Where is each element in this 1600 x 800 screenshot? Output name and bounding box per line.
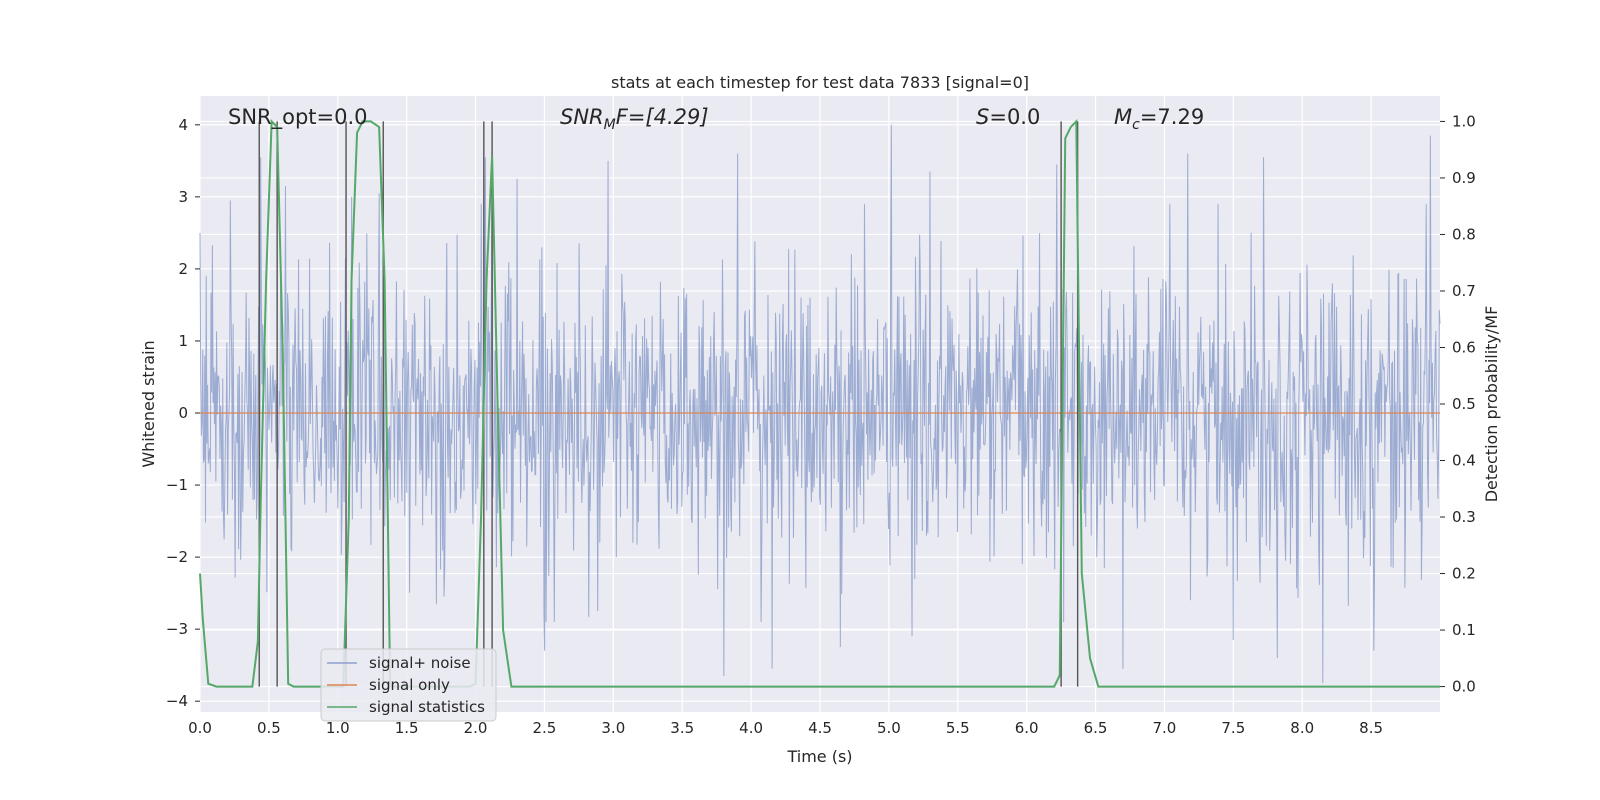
y-tick-label: −3 [166,620,188,638]
y-tick-label: 0 [178,404,188,422]
legend-label-signal-statistics: signal statistics [369,698,485,716]
annotations: SNR_opt=0.0 SNRMF=[4.29] S=0.0 Mc=7.29 [228,105,1204,133]
y2-tick-label: 0.5 [1452,395,1476,413]
legend: signal+ noise signal only signal statist… [320,648,497,722]
x-tick-label: 7.0 [1153,719,1177,737]
x-tick-label: 4.5 [808,719,832,737]
legend-label-signal-only: signal only [369,676,450,694]
x-axis-ticks: 0.0 0.5 1.0 1.5 2.0 2.5 3.0 3.5 4.0 4.5 5.0 5.5 6.0 6… [188,719,1383,737]
y-tick-label: −4 [166,692,188,710]
x-axis-label: Time (s) [786,747,852,766]
x-tick-label: 6.0 [1015,719,1039,737]
annotation-s-tail: =0.0 [989,105,1040,129]
annotation-mc-sub: c [1132,117,1140,133]
x-tick-label: 1.5 [395,719,419,737]
x-tick-label: 0.0 [188,719,212,737]
y2-tick-label: 0.0 [1452,678,1476,696]
series-signal-statistics [199,119,1440,688]
y2-tick-label: 0.8 [1452,225,1476,243]
y2-tick-label: 0.9 [1452,169,1476,187]
series-line-signal-statistics [199,119,1440,688]
y-tick-label: 1 [178,332,188,350]
annotation-snr-mf-sub: M [604,117,616,133]
y2-tick-label: 0.4 [1452,452,1476,470]
y2-tick-label: 0.7 [1452,282,1476,300]
x-tick-label: 4.0 [739,719,763,737]
x-tick-label: 5.0 [877,719,901,737]
y2-tick-label: 0.3 [1452,508,1476,526]
y2-axis-label: Detection probability/MF [1482,306,1501,503]
annotation-snr-mf-tail: F=[4.29] [616,105,709,129]
y2-tick-label: 0.1 [1452,621,1476,639]
x-tick-label: 8.5 [1359,719,1383,737]
annotation-mc-base: M [1114,105,1132,129]
y-axis-label: Whitened strain [139,340,158,467]
x-tick-label: 2.0 [464,719,488,737]
x-tick-label: 2.5 [533,719,557,737]
y-axis-ticks: 4 3 2 1 0 −1 −2 −3 −4 [166,116,200,710]
chart-title: stats at each timestep for test data 783… [611,73,1029,92]
annotation-s-base: S [976,105,989,129]
y-tick-label: −2 [166,548,188,566]
x-tick-label: 7.5 [1221,719,1245,737]
annotation-snr-mf-base: SNR [560,105,604,129]
x-tick-label: 8.0 [1290,719,1314,737]
annotation-s-value: S=0.0 [976,105,1040,129]
annotation-snr-mf: SNRMF=[4.29] [560,105,709,133]
x-tick-label: 3.5 [670,719,694,737]
x-tick-label: 3.0 [601,719,625,737]
y-tick-label: 4 [178,116,188,134]
x-tick-label: 6.5 [1084,719,1108,737]
annotation-mc-tail: =7.29 [1140,105,1204,129]
y2-tick-label: 0.2 [1452,565,1476,583]
annotation-snr-opt: SNR_opt=0.0 [228,105,368,130]
x-tick-label: 0.5 [257,719,281,737]
y2-axis-ticks: 1.0 0.9 0.8 0.7 0.6 0.5 0.4 0.3 0.2 0.1 0.0 [1440,112,1476,696]
series-signal-noise [199,124,1441,684]
y-tick-label: 3 [178,188,188,206]
y-tick-label: 2 [178,260,188,278]
y2-tick-label: 0.6 [1452,338,1476,356]
legend-label-signal-noise: signal+ noise [369,654,471,672]
y-tick-label: −1 [166,476,188,494]
legend-box [320,648,497,722]
annotation-mc-value: Mc=7.29 [1114,105,1204,133]
x-tick-label: 5.5 [946,719,970,737]
series-line-signal-noise [199,124,1441,684]
y2-tick-label: 1.0 [1452,112,1476,130]
x-tick-label: 1.0 [326,719,350,737]
